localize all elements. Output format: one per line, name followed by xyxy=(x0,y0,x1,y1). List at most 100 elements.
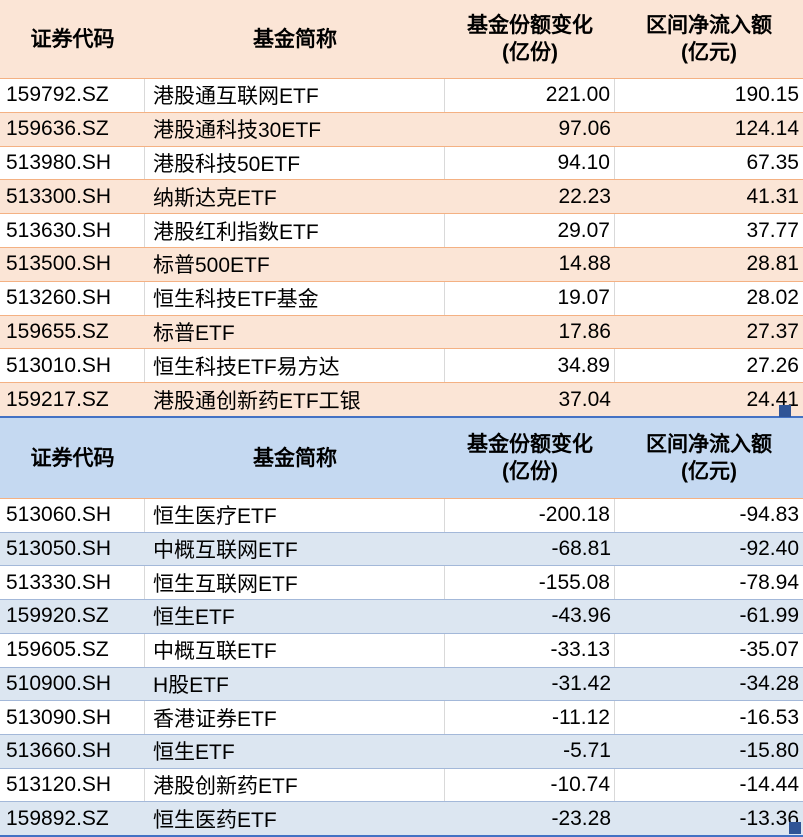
table-row[interactable]: 513120.SH 港股创新药ETF -10.74 -14.44 xyxy=(0,767,803,802)
net-flow-cell[interactable]: -92.40 xyxy=(739,537,799,561)
header-code[interactable]: 证券代码 xyxy=(30,27,115,51)
table-row[interactable]: 513660.SH 恒生ETF -5.71 -15.80 xyxy=(0,733,803,768)
share-change-cell[interactable]: 14.88 xyxy=(558,252,611,276)
fund-code-cell[interactable]: 159655.SZ xyxy=(6,319,109,343)
fund-code-cell[interactable]: 159636.SZ xyxy=(6,117,109,141)
fund-code-cell[interactable]: 159217.SZ xyxy=(6,387,109,411)
fund-code-cell[interactable]: 513090.SH xyxy=(0,701,145,734)
fund-code-cell[interactable]: 513980.SH xyxy=(0,146,145,180)
net-flow-cell[interactable]: 24.41 xyxy=(746,387,799,411)
fund-code-cell[interactable]: 513630.SH xyxy=(0,214,145,247)
table-row[interactable]: 159892.SZ 恒生医药ETF -23.28 -13.36 xyxy=(0,801,803,836)
table-row[interactable]: 513330.SH 恒生互联网ETF -155.08 -78.94 xyxy=(0,565,803,600)
table-row[interactable]: 513300.SH 纳斯达克ETF 22.23 41.31 xyxy=(0,179,803,214)
table-row[interactable]: 513090.SH 香港证券ETF -11.12 -16.53 xyxy=(0,700,803,734)
net-flow-cell[interactable]: -94.83 xyxy=(739,503,799,527)
header-net-flow[interactable]: 区间净流入额 (亿元) xyxy=(615,418,803,498)
share-change-cell[interactable]: -31.42 xyxy=(551,671,611,695)
fund-name-cell[interactable]: 中概互联ETF xyxy=(145,633,445,667)
share-change-cell[interactable]: 37.04 xyxy=(558,387,611,411)
table-row[interactable]: 510900.SH H股ETF -31.42 -34.28 xyxy=(0,666,803,701)
table-row[interactable]: 159655.SZ 标普ETF 17.86 27.37 xyxy=(0,314,803,349)
fund-name-cell[interactable]: H股ETF xyxy=(153,673,229,697)
fund-code-cell[interactable]: 159920.SZ xyxy=(6,604,109,628)
net-flow-cell[interactable]: -13.36 xyxy=(739,806,799,830)
fund-name-cell[interactable]: 标普ETF xyxy=(153,321,235,345)
fund-code-cell[interactable]: 513050.SH xyxy=(6,537,112,561)
fund-name-cell[interactable]: 香港证券ETF xyxy=(145,701,445,734)
net-flow-cell[interactable]: 28.81 xyxy=(746,252,799,276)
net-flow-cell[interactable]: -14.44 xyxy=(739,772,799,796)
share-change-cell[interactable]: 97.06 xyxy=(558,117,611,141)
fund-name-cell[interactable]: 纳斯达克ETF xyxy=(153,186,277,210)
fund-code-cell[interactable]: 513660.SH xyxy=(6,739,112,763)
fund-name-cell[interactable]: 港股通创新药ETF工银 xyxy=(153,389,361,413)
share-change-cell[interactable]: -23.28 xyxy=(551,806,611,830)
net-flow-cell[interactable]: 67.35 xyxy=(746,150,799,174)
net-flow-cell[interactable]: -78.94 xyxy=(739,570,799,594)
fund-code-cell[interactable]: 159605.SZ xyxy=(0,633,145,667)
header-name[interactable]: 基金简称 xyxy=(253,27,337,51)
header-name[interactable]: 基金简称 xyxy=(253,446,337,470)
share-change-cell[interactable]: 17.86 xyxy=(558,319,611,343)
fund-name-cell[interactable]: 港股通互联网ETF xyxy=(145,79,445,112)
net-flow-cell[interactable]: 41.31 xyxy=(746,184,799,208)
share-change-cell[interactable]: 34.89 xyxy=(445,349,615,383)
share-change-cell[interactable]: 221.00 xyxy=(445,79,615,112)
fund-name-cell[interactable]: 恒生科技ETF易方达 xyxy=(145,349,445,383)
fund-name-cell[interactable]: 港股红利指数ETF xyxy=(145,214,445,247)
fund-code-cell[interactable]: 513120.SH xyxy=(0,768,145,802)
table-row[interactable]: 513010.SH 恒生科技ETF易方达 34.89 27.26 xyxy=(0,348,803,383)
net-flow-cell[interactable]: -34.28 xyxy=(739,671,799,695)
table-row[interactable]: 513050.SH 中概互联网ETF -68.81 -92.40 xyxy=(0,531,803,566)
share-change-cell[interactable]: -11.12 xyxy=(445,701,615,734)
fund-code-cell[interactable]: 513260.SH xyxy=(0,281,145,315)
share-change-cell[interactable]: -43.96 xyxy=(551,604,611,628)
table-row[interactable]: 513060.SH 恒生医疗ETF -200.18 -94.83 xyxy=(0,498,803,532)
fund-name-cell[interactable]: 港股通科技30ETF xyxy=(153,119,322,143)
table-row[interactable]: 513260.SH 恒生科技ETF基金 19.07 28.02 xyxy=(0,280,803,315)
net-flow-cell[interactable]: -35.07 xyxy=(739,638,799,662)
selection-handle-bottom[interactable] xyxy=(789,822,801,834)
share-change-cell[interactable]: 19.07 xyxy=(445,281,615,315)
fund-name-cell[interactable]: 恒生医药ETF xyxy=(153,808,277,832)
net-flow-cell[interactable]: 28.02 xyxy=(746,286,799,310)
table-row[interactable]: 159605.SZ 中概互联ETF -33.13 -35.07 xyxy=(0,632,803,667)
share-change-cell[interactable]: -155.08 xyxy=(445,566,615,600)
fund-name-cell[interactable]: 恒生医疗ETF xyxy=(145,499,445,532)
fund-name-cell[interactable]: 港股创新药ETF xyxy=(145,768,445,802)
fund-name-cell[interactable]: 恒生科技ETF基金 xyxy=(145,281,445,315)
net-flow-cell[interactable]: 27.37 xyxy=(746,319,799,343)
fund-name-cell[interactable]: 港股科技50ETF xyxy=(145,146,445,180)
share-change-cell[interactable]: -200.18 xyxy=(445,499,615,532)
table-row[interactable]: 159217.SZ 港股通创新药ETF工银 37.04 24.41 xyxy=(0,382,803,416)
fund-name-cell[interactable]: 中概互联网ETF xyxy=(153,539,298,563)
net-flow-cell[interactable]: 190.15 xyxy=(734,83,799,107)
net-flow-cell[interactable]: -16.53 xyxy=(739,705,799,729)
net-flow-cell[interactable]: 124.14 xyxy=(734,117,799,141)
table-row[interactable]: 513980.SH 港股科技50ETF 94.10 67.35 xyxy=(0,145,803,180)
table-row[interactable]: 159636.SZ 港股通科技30ETF 97.06 124.14 xyxy=(0,111,803,146)
header-share-change[interactable]: 基金份额变化 (亿份) xyxy=(445,0,615,78)
fund-name-cell[interactable]: 恒生ETF xyxy=(153,741,235,765)
table-row[interactable]: 513630.SH 港股红利指数ETF 29.07 37.77 xyxy=(0,213,803,247)
share-change-cell[interactable]: 94.10 xyxy=(445,146,615,180)
fund-code-cell[interactable]: 513300.SH xyxy=(6,184,112,208)
header-net-flow[interactable]: 区间净流入额 (亿元) xyxy=(615,0,803,78)
selection-handle-mid[interactable] xyxy=(779,405,791,417)
fund-name-cell[interactable]: 恒生互联网ETF xyxy=(145,566,445,600)
net-flow-cell[interactable]: 27.26 xyxy=(746,353,799,377)
fund-code-cell[interactable]: 513330.SH xyxy=(0,566,145,600)
share-change-cell[interactable]: 22.23 xyxy=(558,184,611,208)
net-flow-cell[interactable]: -61.99 xyxy=(739,604,799,628)
share-change-cell[interactable]: -5.71 xyxy=(563,739,611,763)
fund-code-cell[interactable]: 159792.SZ xyxy=(0,79,145,112)
net-flow-cell[interactable]: -15.80 xyxy=(739,739,799,763)
header-share-change[interactable]: 基金份额变化 (亿份) xyxy=(445,418,615,498)
net-flow-cell[interactable]: 37.77 xyxy=(746,218,799,242)
fund-name-cell[interactable]: 标普500ETF xyxy=(153,254,270,278)
fund-code-cell[interactable]: 513010.SH xyxy=(0,349,145,383)
share-change-cell[interactable]: 29.07 xyxy=(445,214,615,247)
fund-code-cell[interactable]: 159892.SZ xyxy=(6,806,109,830)
fund-name-cell[interactable]: 恒生ETF xyxy=(153,606,235,630)
